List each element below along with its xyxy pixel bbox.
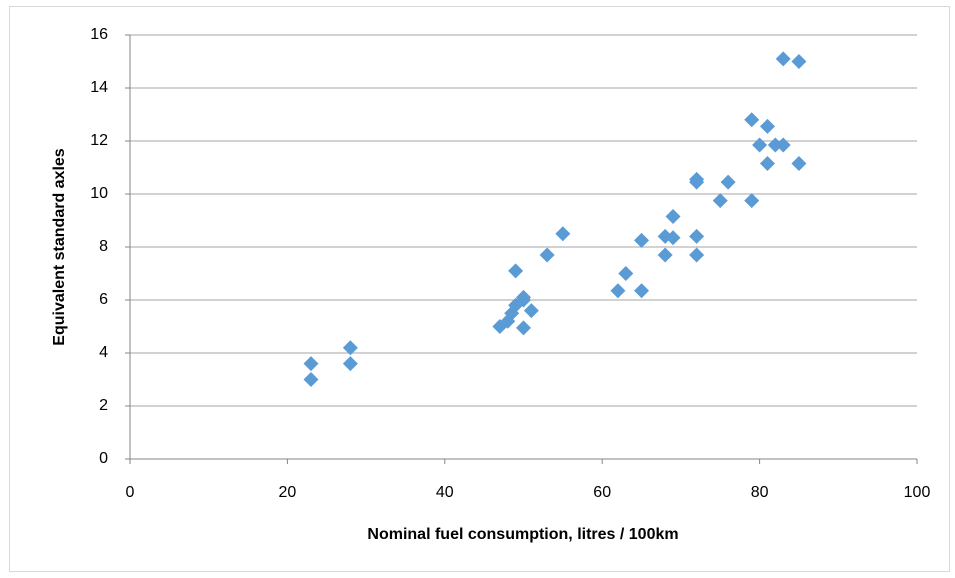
point bbox=[720, 174, 736, 190]
y-tick-label: 10 bbox=[90, 185, 108, 202]
y-tick-label: 2 bbox=[99, 397, 108, 414]
y-tick-label: 14 bbox=[90, 79, 108, 96]
x-tick-label: 0 bbox=[126, 484, 135, 501]
point bbox=[744, 193, 760, 209]
x-tick-label: 60 bbox=[593, 484, 611, 501]
point bbox=[342, 356, 358, 372]
point bbox=[775, 51, 791, 67]
point bbox=[744, 112, 760, 128]
point bbox=[759, 156, 775, 172]
point bbox=[516, 320, 531, 336]
point bbox=[303, 372, 319, 387]
point bbox=[555, 226, 571, 242]
point bbox=[618, 266, 634, 281]
point bbox=[657, 247, 673, 263]
y-tick-label: 12 bbox=[90, 132, 108, 149]
point bbox=[689, 247, 705, 263]
point bbox=[791, 54, 807, 69]
x-tick-label: 100 bbox=[904, 484, 931, 501]
y-tick-label: 0 bbox=[99, 450, 108, 467]
point bbox=[508, 263, 524, 279]
point bbox=[303, 356, 319, 372]
point bbox=[523, 303, 539, 319]
point bbox=[689, 228, 705, 244]
x-tick-label: 20 bbox=[279, 484, 297, 501]
point bbox=[712, 193, 728, 209]
y-axis-title: Equivalent standard axles bbox=[51, 148, 68, 346]
y-tick-label: 8 bbox=[99, 238, 108, 255]
point bbox=[610, 283, 626, 299]
y-tick-label: 6 bbox=[99, 291, 108, 308]
point bbox=[665, 230, 681, 246]
point bbox=[539, 247, 555, 263]
x-tick-label: 80 bbox=[751, 484, 769, 501]
x-axis-title: Nominal fuel consumption, litres / 100km bbox=[367, 526, 678, 543]
point bbox=[516, 289, 531, 305]
point bbox=[767, 137, 783, 153]
point bbox=[342, 340, 358, 356]
point bbox=[665, 209, 681, 225]
y-tick-label: 4 bbox=[99, 344, 108, 361]
point bbox=[689, 174, 705, 190]
point bbox=[634, 283, 650, 299]
point bbox=[752, 137, 768, 153]
point bbox=[775, 137, 791, 153]
x-tick-label: 40 bbox=[436, 484, 454, 501]
point bbox=[759, 118, 775, 134]
y-tick-label: 16 bbox=[90, 26, 108, 43]
point bbox=[634, 232, 650, 248]
point bbox=[791, 156, 807, 172]
chart-frame bbox=[9, 6, 950, 572]
